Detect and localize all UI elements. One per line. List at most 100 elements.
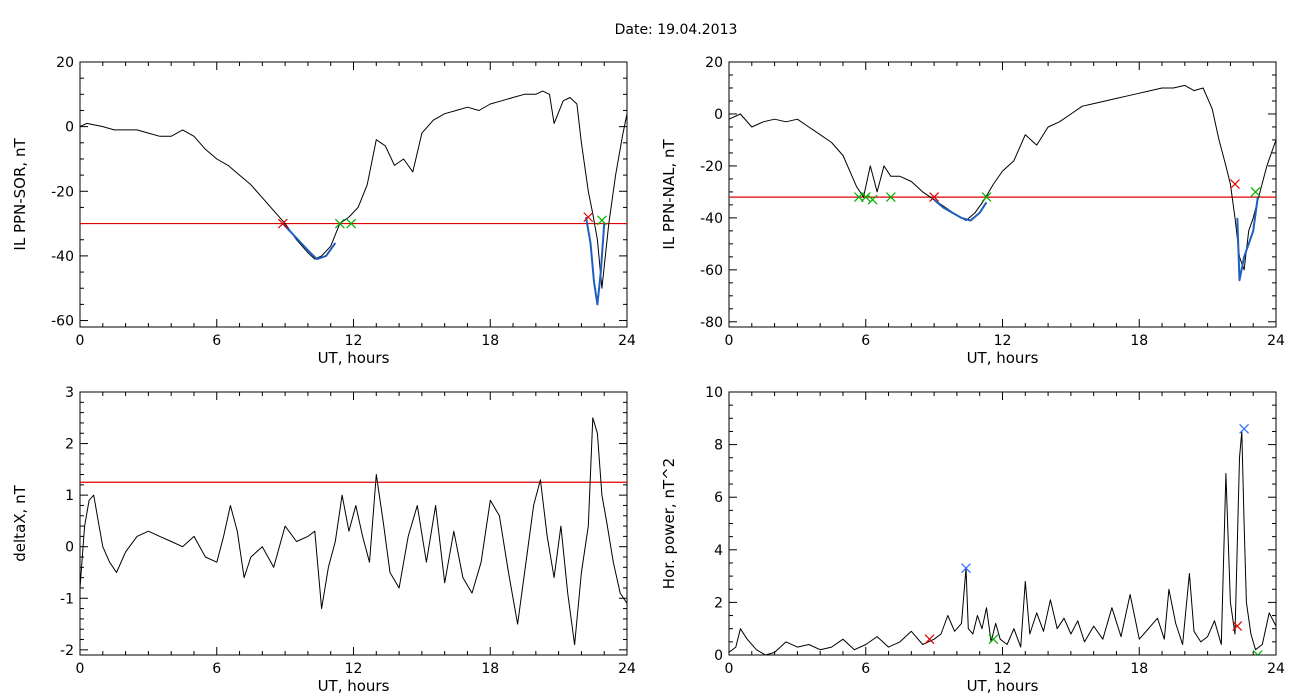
cross-marker bbox=[885, 192, 896, 203]
panel-ppn-sor: 0 6 12 18 24 -60 -40 -20 0 20 UT, hours IL PPN-SOR,… bbox=[11, 55, 636, 367]
y-axis-label: Hor. power, nT^2 bbox=[660, 458, 678, 589]
cross-marker-stroke bbox=[1250, 186, 1261, 197]
y-tick-label: -1 bbox=[60, 591, 74, 607]
panel-ppn-nal: 0 6 12 18 24 -80 -60 -40 -20 0 20 UT, hours IL PPN-N… bbox=[660, 55, 1285, 367]
y-tick-label: -2 bbox=[60, 643, 74, 659]
x-tick-label: 0 bbox=[76, 333, 85, 349]
x-tick-label: 12 bbox=[345, 661, 363, 677]
cross-marker-stroke bbox=[929, 192, 940, 203]
x-tick-label: 24 bbox=[1267, 661, 1285, 677]
cross-marker-stroke bbox=[988, 634, 999, 645]
cross-marker-stroke bbox=[277, 218, 288, 229]
x-tick-label: 12 bbox=[994, 661, 1012, 677]
cross-marker bbox=[988, 634, 999, 645]
plot-frame bbox=[728, 61, 1277, 328]
series-line bbox=[80, 417, 627, 646]
cross-marker-stroke bbox=[867, 194, 878, 205]
plot-area bbox=[80, 417, 627, 646]
y-tick-label: 20 bbox=[56, 55, 74, 71]
y-tick-label: 0 bbox=[714, 648, 723, 664]
series-line bbox=[729, 430, 1276, 655]
y-tick-label: 6 bbox=[714, 490, 723, 506]
x-tick-label: 12 bbox=[345, 333, 363, 349]
cross-marker-stroke bbox=[924, 634, 935, 645]
cross-marker bbox=[1252, 650, 1263, 655]
y-tick-label: -60 bbox=[700, 263, 723, 279]
cross-marker-stroke bbox=[885, 192, 896, 203]
cross-marker bbox=[277, 218, 288, 229]
x-tick-label: 6 bbox=[212, 333, 221, 349]
cross-marker bbox=[981, 192, 992, 203]
y-tick-label: -40 bbox=[51, 249, 74, 265]
cross-marker-stroke bbox=[1232, 621, 1243, 631]
cross-marker bbox=[924, 634, 935, 645]
cross-marker-stroke bbox=[346, 218, 357, 229]
cross-marker bbox=[597, 215, 607, 226]
cross-marker bbox=[583, 212, 594, 223]
y-tick-label: 0 bbox=[65, 540, 74, 556]
cross-marker bbox=[1232, 621, 1243, 631]
figure-title: Date: 19.04.2013 bbox=[615, 22, 738, 38]
cross-marker bbox=[867, 194, 878, 205]
y-tick-label: -80 bbox=[700, 315, 723, 331]
x-axis-label: UT, hours bbox=[967, 349, 1039, 367]
x-axis-label: UT, hours bbox=[318, 349, 390, 367]
y-tick-label: 2 bbox=[714, 595, 723, 611]
y-tick-label: 0 bbox=[714, 107, 723, 123]
cross-marker bbox=[961, 563, 971, 574]
plot-area bbox=[729, 84, 1276, 282]
cross-marker-stroke bbox=[1239, 423, 1250, 434]
x-tick-label: 18 bbox=[1130, 661, 1148, 677]
x-tick-label: 0 bbox=[725, 661, 734, 677]
cross-marker-stroke bbox=[1230, 179, 1240, 190]
y-tick-label: 2 bbox=[65, 437, 74, 453]
cross-marker bbox=[1230, 179, 1240, 190]
y-tick-label: 4 bbox=[714, 543, 723, 559]
y-tick-label: -60 bbox=[51, 314, 74, 330]
series-line bbox=[80, 90, 627, 289]
y-tick-label: 0 bbox=[65, 120, 74, 136]
highlight-series-line bbox=[933, 198, 988, 222]
cross-marker-stroke bbox=[597, 215, 607, 226]
x-tick-label: 0 bbox=[725, 333, 734, 349]
y-axis-label: deltaX, nT bbox=[11, 484, 29, 561]
cross-marker-stroke bbox=[961, 563, 971, 574]
x-tick-label: 12 bbox=[994, 333, 1012, 349]
highlight-series-line bbox=[1236, 196, 1259, 282]
cross-marker bbox=[1250, 186, 1261, 197]
cross-marker-stroke bbox=[1252, 650, 1259, 655]
highlight-series-line bbox=[585, 216, 606, 306]
cross-marker-stroke bbox=[860, 192, 871, 203]
y-tick-label: 10 bbox=[705, 385, 723, 401]
series-line bbox=[729, 84, 1276, 271]
x-tick-label: 24 bbox=[1267, 333, 1285, 349]
x-tick-label: 18 bbox=[481, 661, 499, 677]
x-tick-label: 0 bbox=[76, 661, 85, 677]
plot-area bbox=[80, 90, 627, 306]
y-axis-label: IL PPN-NAL, nT bbox=[660, 139, 678, 250]
y-tick-label: 3 bbox=[65, 385, 74, 401]
plot-frame bbox=[728, 391, 1277, 656]
cross-marker bbox=[860, 192, 871, 203]
y-axis-label: IL PPN-SOR, nT bbox=[11, 138, 29, 251]
x-axis-label: UT, hours bbox=[318, 677, 390, 695]
x-tick-label: 6 bbox=[861, 333, 870, 349]
cross-marker bbox=[1239, 423, 1250, 434]
cross-marker-stroke bbox=[583, 212, 594, 223]
x-axis-label: UT, hours bbox=[967, 677, 1039, 695]
y-tick-label: -20 bbox=[700, 159, 723, 175]
plot-frame bbox=[79, 61, 628, 328]
cross-marker bbox=[334, 218, 345, 229]
cross-marker-stroke bbox=[981, 192, 992, 203]
x-tick-label: 24 bbox=[618, 661, 636, 677]
cross-marker bbox=[929, 192, 940, 203]
x-tick-label: 18 bbox=[481, 333, 499, 349]
x-tick-label: 6 bbox=[861, 661, 870, 677]
highlight-series-line bbox=[282, 222, 337, 261]
x-tick-label: 24 bbox=[618, 333, 636, 349]
y-tick-label: 1 bbox=[65, 488, 74, 504]
y-tick-label: 20 bbox=[705, 55, 723, 71]
plot-area bbox=[729, 423, 1276, 655]
